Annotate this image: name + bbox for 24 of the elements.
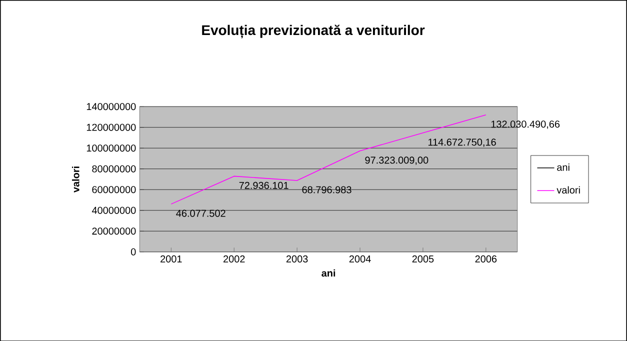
data-label: 46.077.502	[176, 210, 226, 217]
legend-label: ani	[557, 163, 570, 171]
data-label: 97.323.009,00	[365, 156, 428, 165]
legend-label: valori	[556, 186, 580, 194]
y-tick-label: 40000000	[92, 206, 136, 214]
data-label: 132.030.490,66	[491, 120, 560, 129]
data-label: 114.672.750,16	[428, 138, 496, 147]
chart-title: Evoluția previzionată a veniturilor	[202, 24, 425, 38]
y-tick-label: 120000000	[86, 124, 136, 131]
y-tick-label: 100000000	[86, 144, 136, 152]
x-tick-label: 2005	[412, 255, 434, 262]
y-axis-title: valori	[72, 166, 80, 192]
x-tick-label: 2003	[286, 255, 308, 262]
x-tick-label: 2004	[349, 255, 371, 262]
x-tick-label: 2006	[475, 255, 497, 262]
x-tick-label: 2002	[224, 255, 245, 262]
x-axis-title: ani	[322, 269, 336, 276]
y-tick-label: 0	[130, 248, 136, 256]
y-tick-label: 20000000	[92, 227, 136, 234]
x-tick-label: 2001	[160, 255, 182, 262]
y-tick-label: 80000000	[92, 165, 136, 172]
y-tick-label: 60000000	[92, 186, 136, 193]
data-label: 72.936.101	[239, 182, 288, 189]
y-tick-label: 140000000	[86, 102, 136, 110]
